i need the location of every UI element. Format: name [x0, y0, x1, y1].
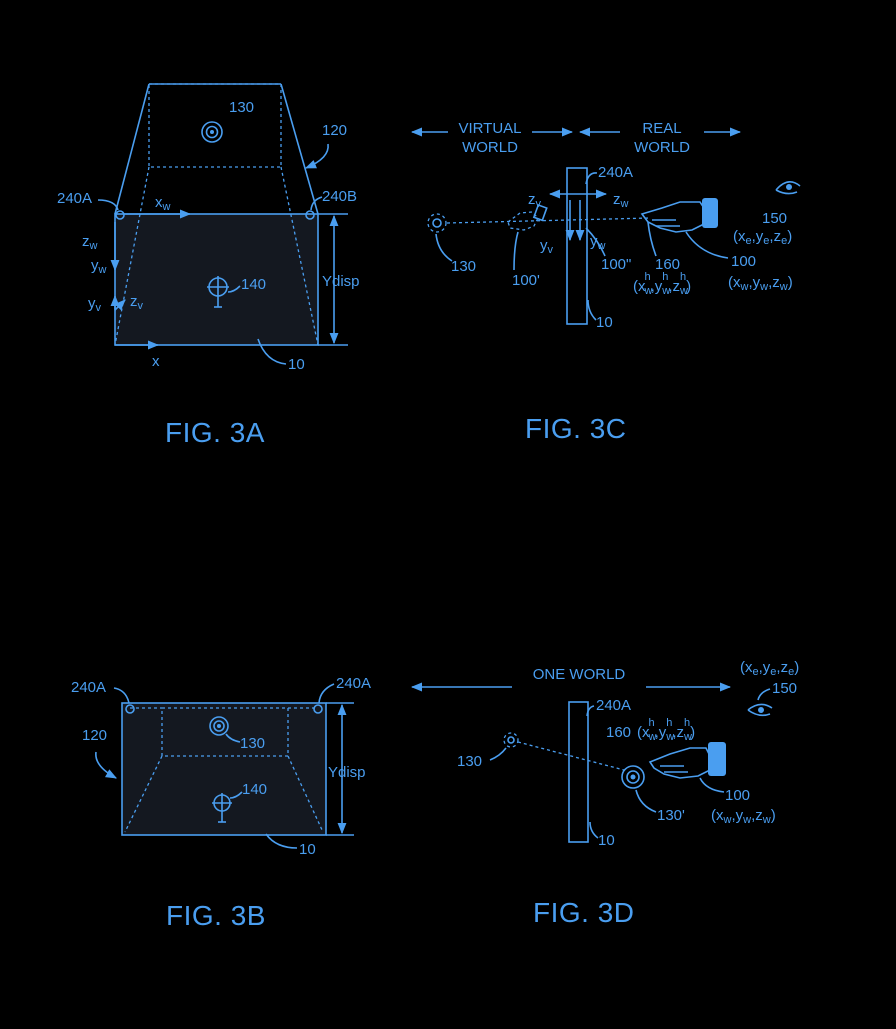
label-virtual-world: VIRTUAL [458, 120, 521, 137]
label-160: 160 [606, 724, 631, 741]
label-fingertip-coords: (xwh,ywh,zwh) [633, 271, 691, 297]
label-130: 130 [240, 735, 265, 752]
label-xw: xw [155, 194, 171, 213]
label-10: 10 [288, 356, 305, 373]
eye-icon [776, 182, 800, 194]
label-eye-coords: (xe,ye,ze) [733, 228, 792, 247]
label-hand-coords: (xw,yw,zw) [728, 274, 793, 293]
label-zv: zv [528, 191, 542, 210]
caption-fig-3c: FIG. 3C [525, 413, 627, 444]
label-130-prime: 130' [657, 807, 685, 824]
display-screen [115, 214, 318, 345]
label-yw: yw [91, 257, 107, 276]
label-100: 100 [731, 253, 756, 270]
target-icon [202, 122, 222, 142]
label-10: 10 [596, 314, 613, 331]
caption-fig-3d: FIG. 3D [533, 897, 635, 928]
label-ydisp: Ydisp [322, 273, 360, 290]
target-icon [504, 733, 518, 747]
label-140: 140 [242, 781, 267, 798]
label-eye-coords: (xe,ye,ze) [740, 659, 799, 678]
label-10: 10 [598, 832, 615, 849]
caption-fig-3b: FIG. 3B [166, 900, 266, 931]
label-ydisp: Ydisp [328, 764, 366, 781]
label-real-world: REAL [642, 120, 681, 137]
label-100-double-prime: 100" [601, 256, 631, 273]
label-fingertip-coords: (xwh,ywh,zwh) [637, 717, 695, 743]
label-hand-coords: (xw,yw,zw) [711, 807, 776, 826]
figure-3b: 240A 240A 120 130 140 Ydisp 10 FIG. 3B [71, 675, 371, 931]
label-yv: yv [88, 295, 102, 314]
label-240b: 240B [322, 188, 357, 205]
label-240a-right: 240A [336, 675, 371, 692]
virtual-back-panel [149, 84, 281, 167]
label-zw: zw [613, 191, 629, 210]
label-240a-left: 240A [71, 679, 106, 696]
figure-3c: VIRTUAL WORLD REAL WORLD 240A zv zw yv y… [412, 120, 800, 444]
label-zw: zw [82, 233, 98, 252]
label-100-prime: 100' [512, 272, 540, 289]
hand-icon [642, 198, 718, 232]
label-240a: 240A [598, 164, 633, 181]
label-120: 120 [82, 727, 107, 744]
caption-fig-3a: FIG. 3A [165, 417, 265, 448]
label-one-world: ONE WORLD [533, 666, 626, 683]
projected-target-icon [622, 766, 644, 788]
figure-3d: ONE WORLD (xe,ye,ze) 150 240A 130 130' 1… [412, 659, 799, 928]
label-130: 130 [451, 258, 476, 275]
display-edge [569, 702, 588, 842]
hand-icon [650, 742, 726, 778]
svg-text:WORLD: WORLD [634, 139, 690, 156]
label-150: 150 [762, 210, 787, 227]
label-240a: 240A [596, 697, 631, 714]
display-edge [567, 168, 587, 324]
eye-icon [748, 704, 772, 715]
label-140: 140 [241, 276, 266, 293]
label-yv: yv [540, 237, 554, 256]
figure-3a: 130 120 240A 240B xw zw yw yv zv x 140 [57, 84, 360, 448]
label-240a: 240A [57, 190, 92, 207]
label-130: 130 [457, 753, 482, 770]
svg-text:WORLD: WORLD [462, 139, 518, 156]
target-icon [428, 214, 446, 232]
label-150: 150 [772, 680, 797, 697]
display-screen [122, 703, 326, 835]
label-x: x [152, 353, 160, 370]
label-10: 10 [299, 841, 316, 858]
label-120: 120 [322, 122, 347, 139]
label-130: 130 [229, 99, 254, 116]
label-100: 100 [725, 787, 750, 804]
